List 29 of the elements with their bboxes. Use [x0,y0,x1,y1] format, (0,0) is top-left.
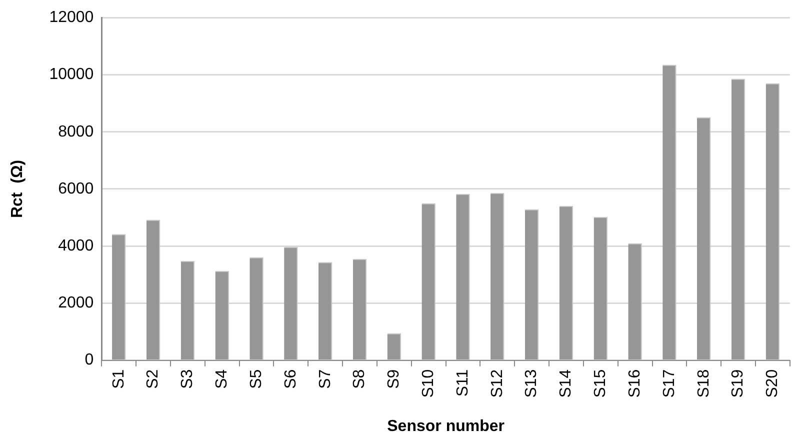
y-axis-title: Rct (Ω) [9,160,26,218]
x-tick-label: S16 [626,369,644,398]
y-tick-label: 2000 [58,294,94,312]
x-tick-label: S10 [420,369,437,398]
x-axis-title: Sensor number [387,418,504,435]
x-tick-label: S6 [282,369,300,389]
y-tick-label: 0 [84,352,94,369]
x-tick-label: S3 [179,369,196,389]
x-tick-label: S9 [386,369,403,389]
x-tick-label: S15 [592,369,610,398]
y-tick-label: 10000 [49,66,94,84]
y-tick-label: 4000 [58,237,94,254]
x-tick-label: S4 [214,369,231,389]
x-tick-label: S19 [730,369,747,398]
x-tick-label: S11 [454,369,472,397]
x-tick-label: S13 [523,369,540,398]
x-tick-label: S17 [660,369,678,398]
x-tick-label: S5 [248,369,265,389]
x-tick-label: S8 [351,369,368,389]
x-tick-label: S7 [316,369,334,389]
x-tick-label: S1 [110,369,128,389]
x-tick-label: S18 [695,369,712,398]
y-tick-label: 12000 [49,9,94,26]
x-tick-label: S14 [558,369,575,398]
y-tick-label: 8000 [58,123,94,140]
x-tick-label: S20 [764,369,782,398]
x-tick-label: S12 [488,369,506,398]
x-tick-label: S2 [144,369,162,389]
y-tick-label: 6000 [58,180,94,198]
